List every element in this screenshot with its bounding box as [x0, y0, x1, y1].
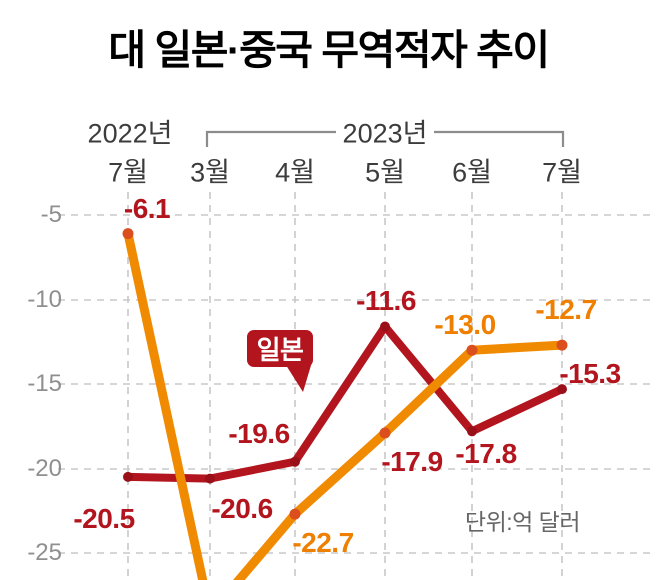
y-axis-label-10: -10: [27, 286, 62, 313]
series-point-japan: [123, 471, 133, 482]
data-label-japan-2023-07: -15.3: [559, 358, 621, 389]
data-label-china-2023-05: -17.9: [381, 446, 443, 477]
japan-series-badge: 일본: [247, 330, 313, 367]
japan-badge-tail: [284, 362, 312, 392]
data-label-japan-2023-06: -17.8: [455, 438, 517, 469]
data-label-japan-2023-05: -11.6: [356, 285, 416, 316]
series-point-japan: [557, 384, 567, 395]
series-point-japan: [467, 426, 477, 437]
data-label-china-2023-07: -12.7: [535, 294, 597, 325]
japan-badge-label: 일본: [256, 335, 304, 365]
data-label-china-2022-07: -6.1: [123, 193, 171, 224]
unit-label: 단위:억 달러: [464, 509, 581, 535]
series-point-china: [466, 344, 478, 356]
series-line-japan: [124, 322, 566, 483]
series-point-china: [556, 339, 568, 351]
x-axis-label-2023-04: 4월: [275, 157, 315, 188]
series-point-japan: [205, 473, 215, 484]
y-axis-label-5: -5: [40, 201, 62, 228]
period-label-2022: 2022년: [87, 118, 173, 149]
data-label-china-2023-06: -13.0: [434, 309, 496, 340]
period-label-2023: 2023년: [342, 118, 428, 149]
x-axis-label-2023-06: 6월: [452, 157, 492, 188]
series-layer: [122, 228, 568, 580]
series-point-japan: [380, 321, 390, 332]
series-point-china: [379, 427, 391, 439]
year-bracket: [205, 130, 565, 147]
y-axis-label-25: -25: [27, 539, 62, 566]
data-label-japan-2022-07: -20.5: [73, 503, 135, 534]
series-point-japan: [290, 456, 300, 467]
series-line-china: [123, 229, 567, 580]
x-axis-label-2023-07: 7월: [542, 157, 582, 188]
x-axis-label-2023-05: 5월: [365, 157, 405, 188]
series-point-china: [289, 508, 301, 520]
data-label-china-2023-04: -22.7: [292, 527, 354, 558]
y-axis-label-15: -15: [27, 370, 62, 397]
data-label-japan-2023-03: -20.6: [211, 493, 273, 524]
y-axis-label-20: -20: [27, 455, 62, 482]
chart-title: 대 일본·중국 무역적자 추이: [108, 27, 550, 73]
data-label-japan-2023-04: -19.6: [228, 418, 290, 449]
x-axis-label-2022-07: 7월: [108, 157, 148, 188]
x-axis-label-2023-03: 3월: [190, 157, 230, 188]
series-point-china: [122, 228, 134, 240]
